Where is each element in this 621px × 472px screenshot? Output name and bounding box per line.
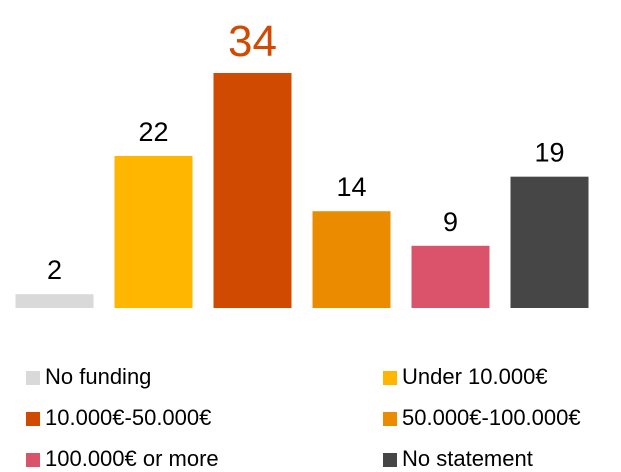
data-label: 9 (443, 207, 458, 237)
legend-label: No funding (45, 364, 151, 389)
data-label: 2 (47, 255, 62, 285)
legend-label: 100.000€ or more (45, 446, 219, 471)
bar (213, 73, 292, 308)
bar (411, 245, 490, 308)
legend-swatch (26, 412, 40, 426)
legend-label: Under 10.000€ (402, 364, 548, 389)
legend-label: 10.000€-50.000€ (45, 405, 211, 430)
legend-swatch (383, 371, 397, 385)
data-label: 14 (336, 172, 366, 202)
bar (510, 176, 589, 308)
bar (114, 155, 193, 308)
data-label: 34 (228, 17, 277, 66)
legend-swatch (383, 412, 397, 426)
legend-swatch (383, 453, 397, 467)
legend-label: 50.000€-100.000€ (402, 405, 581, 430)
bar (312, 211, 391, 308)
bar (15, 294, 94, 308)
data-label: 22 (138, 117, 168, 147)
legend-swatch (26, 371, 40, 385)
legend-label: No statement (402, 446, 533, 471)
data-label: 19 (534, 138, 564, 168)
legend-swatch (26, 453, 40, 467)
